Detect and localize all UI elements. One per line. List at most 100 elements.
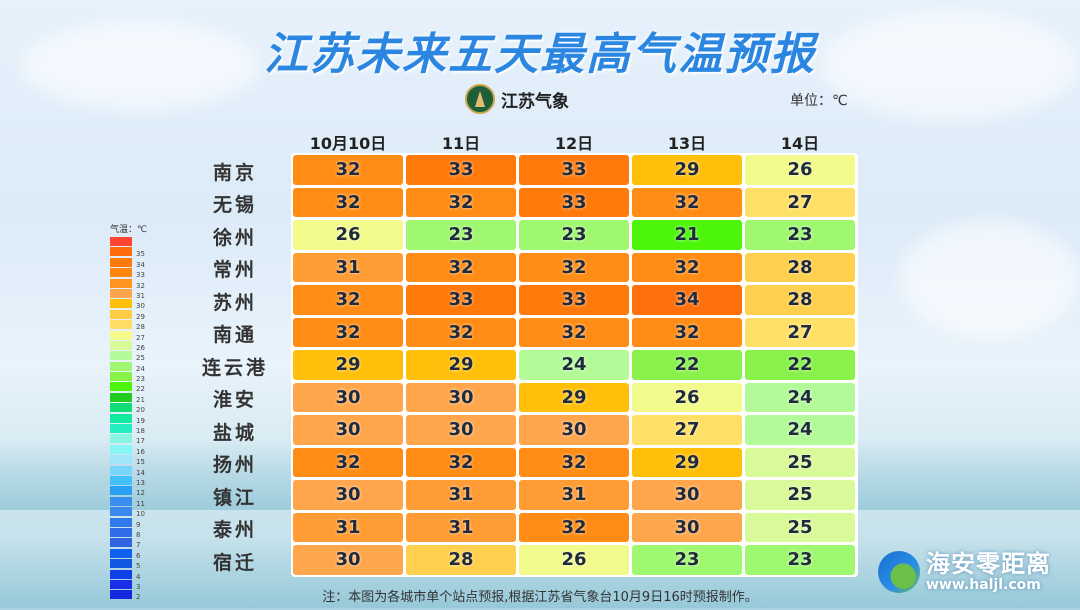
temperature-legend: 气温：℃ 35 34 33 32 31 30 29 28 27 26 25 24 23 22 21 20 19 1… (110, 222, 147, 601)
legend-label: 5 (136, 562, 141, 571)
temperature-cell: 24 (745, 382, 855, 412)
city-label: 苏州 (212, 291, 257, 314)
legend-item: 14 (110, 465, 147, 477)
temperature-cell: 31 (406, 512, 516, 542)
table-row: 29 29 24 22 22 (293, 350, 856, 380)
temperature-cell: 22 (632, 350, 742, 380)
legend-item: 20 (110, 403, 147, 415)
temperature-cell: 32 (632, 317, 742, 347)
legend-label: 21 (136, 395, 145, 404)
legend-title: 气温：℃ (110, 225, 148, 235)
city-labels: 南京 无锡 徐州 常州 苏州 南通 连云港 淮安 盐城 扬州 镇江 泰州 宿迁 (190, 155, 280, 578)
legend-label: 34 (136, 260, 145, 269)
legend-swatch (110, 299, 132, 309)
temperature-cell: 33 (519, 285, 629, 315)
legend-label: 25 (136, 354, 145, 363)
watermark: 海安零距离 www.haljl.com (878, 551, 1051, 593)
table-row: 30 30 29 26 24 (293, 382, 856, 412)
temperature-cell: 30 (293, 545, 403, 575)
legend-item: 15 (110, 455, 147, 467)
legend-swatch (110, 455, 132, 465)
temperature-cell: 26 (519, 545, 629, 575)
legend-label: 14 (136, 468, 145, 477)
legend-item (110, 237, 147, 247)
city-label: 盐城 (212, 421, 257, 444)
temperature-cell: 30 (293, 480, 403, 510)
legend-swatch (110, 382, 132, 392)
legend-item: 4 (110, 569, 147, 580)
table-row: 30 31 31 30 25 (293, 480, 856, 510)
legend-item: 12 (110, 486, 147, 498)
legend-swatch (110, 237, 132, 246)
legend-label: 8 (136, 530, 141, 539)
legend-swatch (110, 475, 132, 485)
watermark-url: www.haljl.com (926, 577, 1041, 593)
jiangsu-meteorology-logo: 江苏气象 (465, 84, 569, 114)
temperature-cell: 32 (406, 447, 516, 477)
date-header-row: 10月10日 11日 12日 13日 14日 (293, 130, 855, 154)
table-row: 32 32 32 29 25 (293, 447, 856, 477)
footnote: 注：本图为各城市单个站点预报,根据江苏省气象台10月9日16时预报制作。 (322, 590, 758, 605)
temperature-cell: 24 (519, 350, 629, 380)
legend-swatch (110, 288, 132, 298)
temperature-cell: 25 (745, 512, 855, 542)
temperature-cell: 32 (406, 187, 516, 217)
temperature-cell: 28 (406, 545, 516, 575)
legend-label: 18 (136, 427, 145, 436)
legend-label: 35 (136, 250, 145, 259)
legend-label: 12 (136, 489, 145, 498)
legend-swatch (110, 351, 132, 361)
legend-swatch (110, 434, 132, 444)
legend-item: 16 (110, 444, 147, 455)
legend-label: 22 (136, 385, 145, 394)
table-row: 31 31 32 30 25 (293, 512, 856, 542)
temperature-cell: 33 (406, 155, 516, 185)
temperature-cell: 33 (406, 285, 516, 315)
legend-label: 26 (136, 343, 145, 352)
legend-label: 3 (136, 582, 141, 591)
temperature-cell: 30 (406, 382, 516, 412)
temperature-cell: 29 (519, 382, 629, 412)
date-header: 14日 (780, 134, 820, 153)
legend-item: 32 (110, 278, 147, 289)
temperature-cell: 32 (632, 187, 742, 217)
legend-item: 5 (110, 559, 147, 571)
legend-item: 2 (110, 590, 147, 601)
legend-item: 11 (110, 496, 147, 507)
legend-label: 27 (136, 333, 145, 342)
legend-label: 20 (136, 406, 145, 415)
temperature-cell: 30 (632, 512, 742, 542)
temperature-cell: 29 (632, 447, 742, 477)
temperature-cell: 21 (632, 220, 742, 250)
legend-label: 28 (136, 323, 145, 332)
temperature-cell: 32 (293, 285, 403, 315)
temperature-cell: 28 (745, 285, 855, 315)
temperature-cell: 25 (745, 447, 855, 477)
table-row: 30 30 30 27 24 (293, 415, 856, 445)
temperature-cell: 29 (406, 350, 516, 380)
legend-label: 17 (136, 437, 145, 446)
legend-swatch (110, 559, 132, 569)
legend-label: 15 (136, 458, 145, 467)
temperature-cell: 29 (632, 155, 742, 185)
legend-swatch (110, 465, 132, 475)
table-row: 26 23 23 21 23 (293, 220, 856, 250)
legend-swatch (110, 590, 132, 600)
temperature-cell: 32 (519, 447, 629, 477)
legend-label: 23 (136, 375, 145, 384)
legend-swatch (110, 247, 132, 257)
legend-item: 7 (110, 538, 147, 549)
city-label: 常州 (212, 259, 257, 282)
legend-label: 24 (136, 364, 145, 373)
legend-swatch (110, 268, 132, 278)
temperature-cell: 23 (745, 545, 855, 575)
legend-item: 9 (110, 517, 147, 528)
temperature-cell: 27 (745, 317, 855, 347)
legend-label: 13 (136, 478, 145, 487)
legend-item: 30 (110, 299, 147, 310)
temperature-table: 32 33 33 29 26 32 32 33 32 27 26 23 23 21 23 31 32 32 32 28… (291, 153, 858, 577)
legend-item: 17 (110, 434, 147, 446)
temperature-cell: 23 (745, 220, 855, 250)
legend-label: 33 (136, 271, 145, 280)
legend-label: 31 (136, 291, 145, 300)
